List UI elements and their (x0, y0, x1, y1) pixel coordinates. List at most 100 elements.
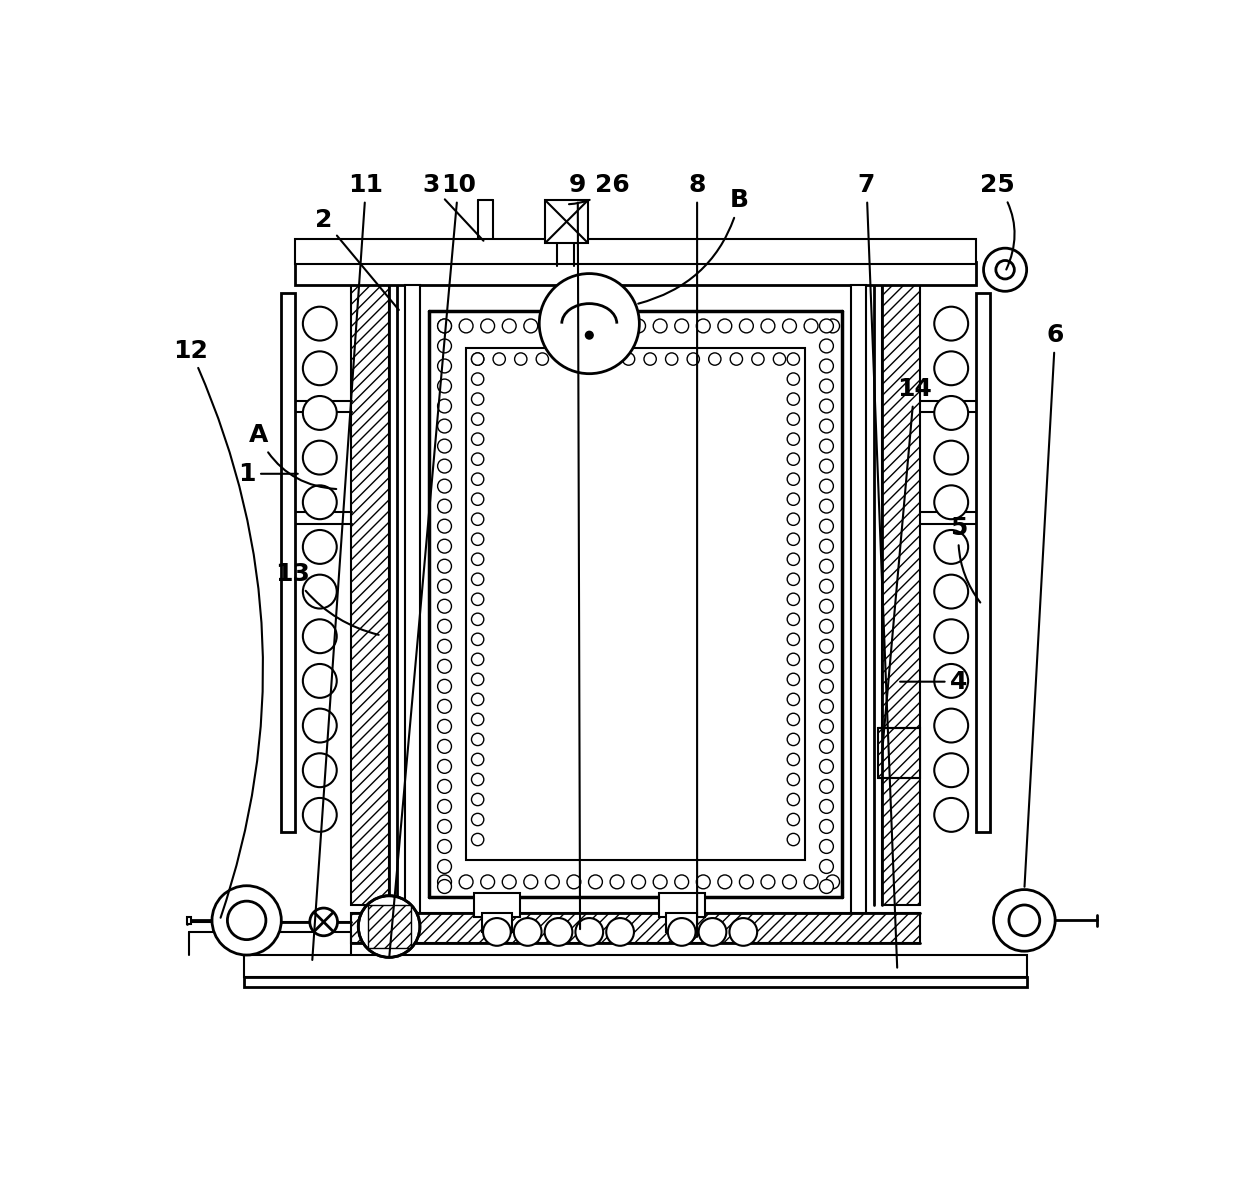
Circle shape (698, 918, 727, 945)
Circle shape (502, 875, 516, 889)
Circle shape (934, 530, 968, 564)
Circle shape (820, 719, 833, 734)
Circle shape (761, 319, 775, 333)
Circle shape (631, 319, 646, 333)
Circle shape (438, 780, 451, 793)
Circle shape (438, 819, 451, 833)
Circle shape (471, 373, 484, 385)
Circle shape (687, 353, 699, 365)
Circle shape (585, 332, 593, 339)
Circle shape (820, 819, 833, 833)
Circle shape (934, 485, 968, 520)
Circle shape (438, 359, 451, 373)
Circle shape (438, 740, 451, 754)
Circle shape (1009, 905, 1040, 936)
Text: 11: 11 (312, 174, 383, 960)
Circle shape (820, 699, 833, 713)
Circle shape (934, 352, 968, 385)
Circle shape (787, 773, 800, 786)
Circle shape (358, 895, 420, 957)
Circle shape (820, 540, 833, 553)
Circle shape (303, 619, 337, 653)
Circle shape (820, 439, 833, 453)
Circle shape (438, 339, 451, 353)
Circle shape (718, 875, 732, 889)
Circle shape (579, 353, 591, 365)
Circle shape (471, 493, 484, 505)
Bar (658, 893, 704, 917)
Circle shape (484, 918, 511, 945)
Circle shape (826, 875, 839, 889)
Circle shape (826, 319, 839, 333)
Circle shape (708, 353, 720, 365)
Text: 10: 10 (389, 174, 476, 956)
Circle shape (820, 559, 833, 573)
Text: 14: 14 (882, 377, 931, 753)
Circle shape (820, 799, 833, 813)
Circle shape (567, 875, 580, 889)
Circle shape (820, 419, 833, 433)
Text: 2: 2 (315, 208, 399, 310)
Circle shape (575, 918, 603, 945)
Circle shape (523, 875, 538, 889)
Circle shape (934, 798, 968, 832)
Circle shape (438, 379, 451, 392)
Circle shape (787, 353, 800, 365)
Bar (666, 913, 697, 932)
Circle shape (303, 307, 337, 340)
Bar (878, 728, 920, 778)
Circle shape (820, 839, 833, 854)
Circle shape (787, 573, 800, 585)
Circle shape (787, 734, 800, 746)
Circle shape (513, 918, 542, 945)
Circle shape (787, 653, 800, 666)
Circle shape (787, 813, 800, 825)
Text: 13: 13 (275, 562, 378, 635)
Circle shape (804, 875, 818, 889)
Circle shape (471, 673, 484, 686)
Circle shape (459, 875, 472, 889)
Circle shape (934, 441, 968, 474)
Circle shape (787, 413, 800, 426)
Circle shape (471, 573, 484, 585)
Circle shape (787, 793, 800, 806)
Circle shape (697, 875, 711, 889)
Circle shape (820, 339, 833, 353)
Circle shape (820, 459, 833, 473)
Circle shape (804, 319, 818, 333)
Circle shape (438, 699, 451, 713)
Circle shape (438, 860, 451, 874)
Circle shape (729, 918, 758, 945)
Circle shape (718, 319, 732, 333)
Circle shape (761, 875, 775, 889)
Circle shape (471, 553, 484, 566)
Circle shape (227, 901, 265, 939)
Circle shape (567, 319, 580, 333)
Circle shape (438, 319, 451, 333)
Circle shape (438, 520, 451, 533)
Circle shape (471, 634, 484, 646)
Circle shape (438, 799, 451, 813)
Circle shape (653, 875, 667, 889)
Circle shape (471, 453, 484, 465)
Circle shape (589, 875, 603, 889)
Circle shape (787, 392, 800, 405)
Circle shape (820, 400, 833, 413)
Circle shape (471, 813, 484, 825)
Circle shape (471, 734, 484, 746)
Circle shape (303, 396, 337, 430)
Circle shape (303, 352, 337, 385)
Bar (466, 347, 805, 861)
Circle shape (820, 359, 833, 373)
Circle shape (438, 439, 451, 453)
Circle shape (787, 833, 800, 845)
Circle shape (787, 493, 800, 505)
Circle shape (438, 660, 451, 673)
Circle shape (515, 353, 527, 365)
Circle shape (668, 918, 696, 945)
Circle shape (787, 512, 800, 526)
Circle shape (536, 353, 548, 365)
Circle shape (820, 379, 833, 392)
Circle shape (544, 918, 573, 945)
Circle shape (820, 520, 833, 533)
